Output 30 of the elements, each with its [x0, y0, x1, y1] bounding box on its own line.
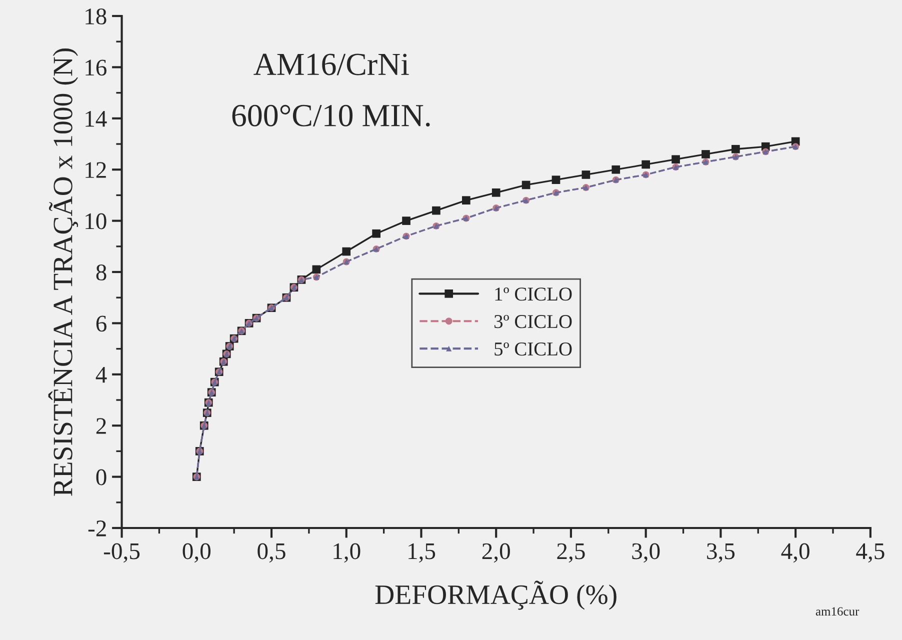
y-tick-label: 0: [96, 469, 106, 486]
legend-label: 1º CICLO: [495, 288, 572, 301]
x-tick-label: 0,5: [258, 543, 286, 563]
annotation: AM16/CrNi: [254, 54, 409, 76]
y-tick-label: 8: [96, 264, 106, 280]
x-axis-title: DEFORMAÇÃO (%): [375, 580, 616, 610]
x-tick-label: 1,5: [408, 543, 436, 563]
x-tick-label: 2,0: [482, 543, 510, 563]
y-tick-label: 12: [86, 162, 106, 178]
y-tick-label: 4: [96, 367, 107, 383]
legend-label: 5º CICLO: [494, 342, 572, 356]
x-tick-label: 4,0: [781, 543, 810, 563]
y-tick-label: 2: [96, 418, 106, 434]
x-tick-label: 1,0: [334, 543, 360, 563]
x-tick-label: 3,0: [632, 543, 660, 563]
text: am16cur: [816, 607, 860, 616]
x-tick-label: 3,5: [707, 543, 735, 563]
y-tick-label: 6: [96, 316, 106, 332]
y-tick-label: -2: [88, 520, 106, 536]
y-tick-label: 14: [86, 111, 107, 127]
x-tick-label: -0,5: [104, 543, 140, 563]
annotation: 600°C/10 MIN.: [232, 104, 430, 127]
x-tick-label: 2,5: [557, 543, 585, 563]
y-axis-title: RESISTÊNCIA A TRAÇÃO x 1000 (N): [48, 48, 78, 496]
x-tick-label: 0,0: [182, 543, 210, 563]
x-tick-label: 4,5: [856, 543, 884, 563]
y-tick-label: 10: [86, 213, 106, 230]
legend-label: 3º CICLO: [494, 315, 572, 328]
y-tick-label: 16: [86, 60, 106, 76]
y-tick-label: 18: [86, 8, 106, 24]
